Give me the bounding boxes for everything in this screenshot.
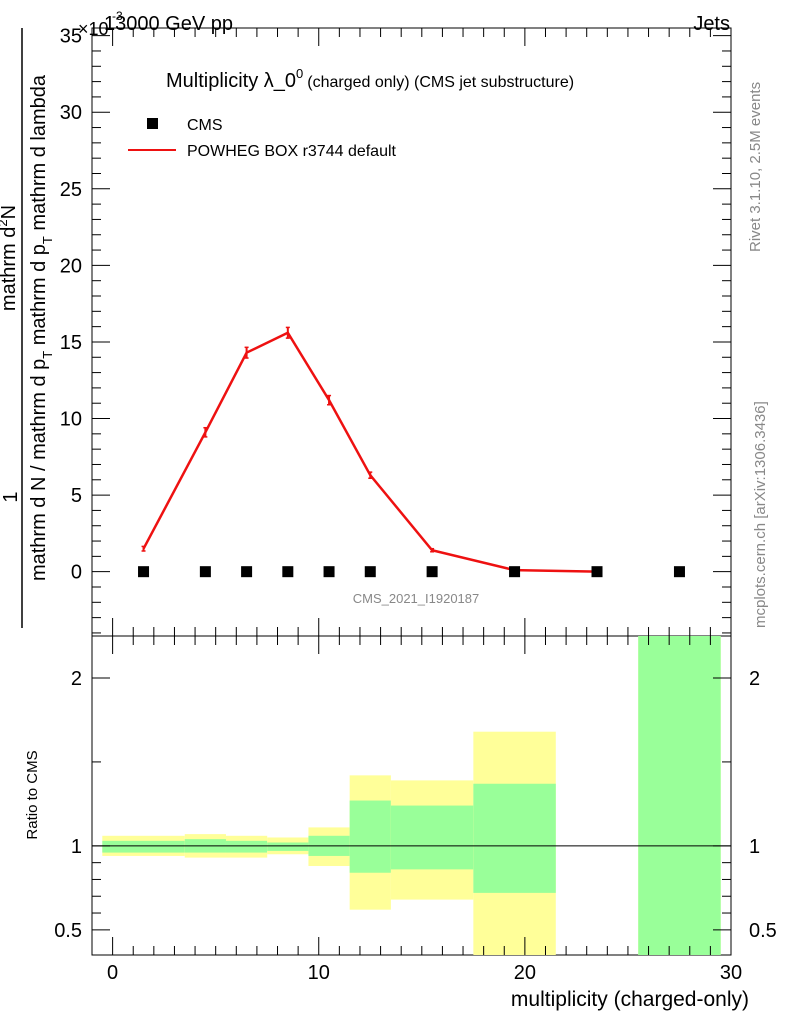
cms-data-point	[138, 566, 150, 578]
ratio-y-tick-label-left-0: 0.5	[54, 920, 82, 942]
ratio-band-green-6	[390, 805, 474, 870]
powheg-series	[141, 326, 600, 573]
main-y-ticks: 0 5 10 15 20 25 30 35	[60, 26, 732, 636]
main-y-tick-label-0: 0	[71, 562, 82, 584]
powheg-line	[142, 331, 598, 573]
cms-data-point	[282, 566, 294, 578]
ratio-y-tick-label-left-1: 1	[71, 836, 82, 858]
legend-powheg-label: POWHEG BOX r3744 default	[187, 143, 397, 160]
main-y-tick-label-7: 35	[60, 26, 82, 48]
rivet-label: Rivet 3.1.10, 2.5M events	[747, 82, 764, 252]
cms-data-point	[509, 566, 521, 578]
ratio-ticks: 0.5 0.51 12 20 10 20 30	[54, 636, 777, 984]
main-y-tick-label-3: 15	[60, 332, 82, 354]
exponent-power: -3	[112, 9, 123, 23]
ratio-panel-frame	[91, 635, 732, 956]
ratio-y-tick-label-right-1: 1	[749, 836, 760, 858]
main-y-tick-label-1: 5	[71, 485, 82, 507]
cms-data-point	[241, 566, 253, 578]
main-y-tick-label-6: 30	[60, 102, 82, 124]
ratio-band-green-2	[225, 840, 268, 853]
ratio-bands	[102, 636, 721, 955]
mcplots-label: mcplots.cern.ch [arXiv:1306.3436]	[752, 401, 769, 628]
ratio-band-green-0	[102, 840, 185, 853]
ratio-y-tick-label-right-0: 0.5	[749, 920, 777, 942]
x-tick-label-2: 20	[514, 962, 536, 984]
main-y-tick-label-4: 20	[60, 255, 82, 277]
ratio-band-green-3	[267, 842, 309, 851]
x-axis-label: multiplicity (charged-only)	[511, 988, 749, 1011]
ratio-band-green-7	[473, 783, 556, 893]
main-y-axis-label: 1 mathrm d2N mathrm d N / mathrm d pT ma…	[0, 28, 55, 628]
jets-label: Jets	[693, 13, 730, 35]
ratio-y-tick-label-right-2: 2	[749, 668, 760, 690]
legend: CMS POWHEG BOX r3744 default	[128, 117, 397, 160]
legend-cms-label: CMS	[187, 117, 223, 134]
cms-data-point	[323, 566, 335, 578]
x-tick-label-1: 10	[308, 962, 330, 984]
cms-data-point	[199, 566, 211, 578]
chart-title: Multiplicity λ_00(charged only) (CMS jet…	[166, 66, 574, 92]
ratio-band-green-5	[349, 800, 391, 873]
cms-data-point	[591, 566, 603, 578]
x-tick-label-3: 30	[720, 962, 742, 984]
y-label-top: mathrm d2N	[0, 205, 20, 311]
cms-data-point	[426, 566, 438, 578]
ratio-band-green-8	[638, 636, 721, 955]
ratio-y-tick-label-left-2: 2	[71, 668, 82, 690]
cms-data-point	[673, 566, 685, 578]
main-y-tick-label-2: 10	[60, 409, 82, 431]
main-y-tick-label-5: 25	[60, 179, 82, 201]
x-tick-label-0: 0	[107, 962, 118, 984]
energy-label: 13000 GeV pp	[104, 13, 233, 35]
y-label-bottom: mathrm d N / mathrm d pT mathrm d pT mat…	[28, 74, 55, 581]
cms-series	[138, 566, 685, 578]
cms-data-point	[364, 566, 376, 578]
legend-cms-marker	[147, 118, 158, 129]
y-label-numerator: 1	[0, 491, 22, 502]
analysis-watermark: CMS_2021_I1920187	[353, 591, 480, 606]
ratio-y-axis-label: Ratio to CMS	[24, 750, 41, 839]
exponent-label: ×10	[78, 19, 109, 39]
